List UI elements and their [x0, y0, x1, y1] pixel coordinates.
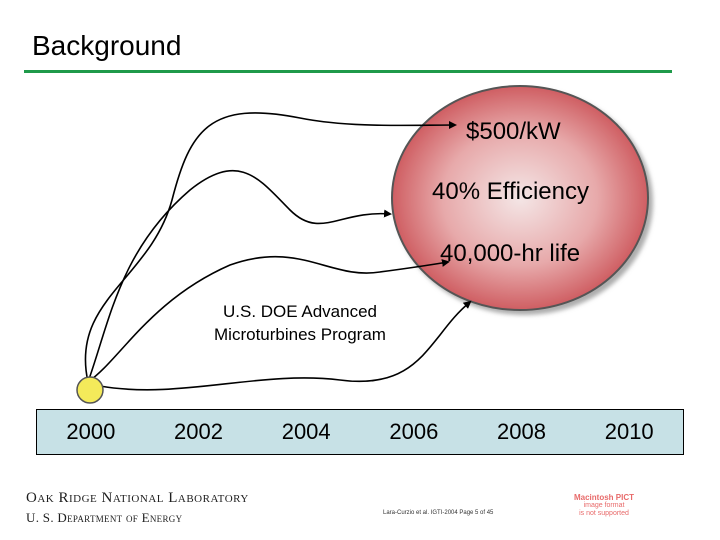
program-label-line1: U.S. DOE Advanced [222, 302, 378, 321]
pathway-to-efficiency [87, 169, 392, 383]
pathway-to-life [87, 255, 450, 383]
pict-line-1: Macintosh PICT [573, 493, 634, 502]
timeline-year: 2008 [497, 419, 546, 444]
goal-efficiency: 40% Efficiency [432, 178, 589, 205]
pict-line-3: is not supported [579, 510, 629, 517]
timeline-year: 2006 [389, 419, 439, 444]
timeline-year: 2002 [174, 419, 223, 444]
program-goals-circle [391, 85, 649, 311]
unsupported-image-placeholder: Macintosh PICT image format is not suppo… [556, 494, 652, 518]
program-label-line2: Microturbines Program [214, 325, 386, 344]
pathway-to-cost [84, 112, 457, 383]
slide-citation: Lara-Curzio et al. IGTI-2004 Page 5 of 4… [383, 510, 494, 516]
timeline-year: 2004 [281, 419, 331, 444]
timeline-year: 2000 [66, 419, 116, 444]
program-start-point [76, 376, 104, 404]
ornl-logo-text: Oak Ridge National Laboratory [26, 490, 249, 506]
timeline-year: 2010 [604, 419, 654, 444]
doe-text: U. S. Department of Energy [26, 510, 183, 525]
pict-line-2: image format [583, 502, 625, 509]
timeline-bar: 2000 2002 2004 2006 2008 2010 [36, 409, 684, 455]
title-divider [24, 70, 672, 73]
pathway-program [99, 300, 472, 391]
program-label: U.S. DOE Advanced Microturbines Program [190, 300, 410, 346]
goal-cost: $500/kW [466, 118, 561, 145]
slide-title: Background [32, 30, 182, 61]
goal-life: 40,000-hr life [440, 240, 581, 267]
